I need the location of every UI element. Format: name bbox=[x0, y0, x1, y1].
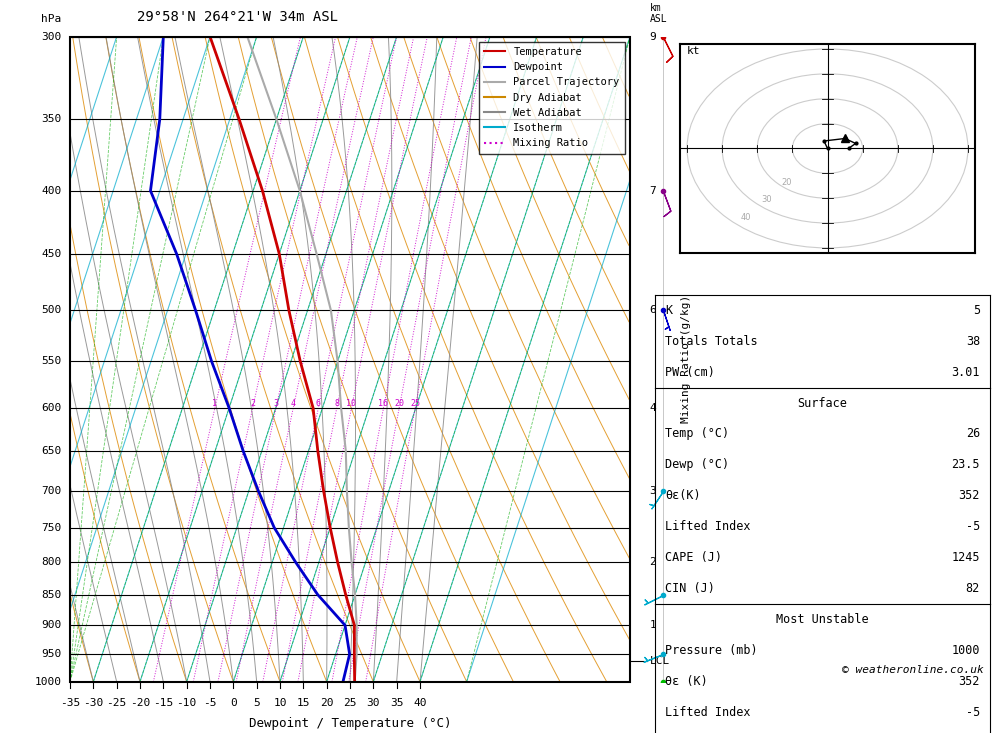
Text: 82: 82 bbox=[966, 582, 980, 595]
Text: Most Unstable: Most Unstable bbox=[776, 614, 869, 626]
Text: Totals Totals: Totals Totals bbox=[665, 334, 758, 347]
Text: 750: 750 bbox=[41, 523, 62, 533]
Text: 40: 40 bbox=[741, 213, 751, 221]
Text: 24.05.2024 12GMT (Base: 06): 24.05.2024 12GMT (Base: 06) bbox=[714, 53, 930, 66]
Text: 2: 2 bbox=[650, 557, 656, 567]
Text: 352: 352 bbox=[959, 675, 980, 688]
Text: 1: 1 bbox=[650, 620, 656, 630]
Text: 10: 10 bbox=[346, 399, 356, 408]
Text: 650: 650 bbox=[41, 446, 62, 456]
Text: 29°58'N 264°21'W 34m ASL: 29°58'N 264°21'W 34m ASL bbox=[137, 10, 338, 23]
Text: © weatheronline.co.uk: © weatheronline.co.uk bbox=[842, 666, 983, 675]
Text: 3: 3 bbox=[650, 485, 656, 496]
Text: 1245: 1245 bbox=[951, 551, 980, 564]
Text: 600: 600 bbox=[41, 403, 62, 413]
Text: 30: 30 bbox=[761, 196, 772, 205]
Text: 16: 16 bbox=[378, 399, 388, 408]
Text: 38: 38 bbox=[966, 334, 980, 347]
Text: LCL: LCL bbox=[650, 656, 670, 666]
Text: -5: -5 bbox=[966, 706, 980, 719]
Text: 300: 300 bbox=[41, 32, 62, 42]
Text: Dewpoint / Temperature (°C): Dewpoint / Temperature (°C) bbox=[249, 717, 451, 730]
Text: 950: 950 bbox=[41, 649, 62, 659]
Text: θε(K): θε(K) bbox=[665, 490, 701, 502]
Text: Dewp (°C): Dewp (°C) bbox=[665, 458, 729, 471]
Text: 3: 3 bbox=[274, 399, 279, 408]
Text: 850: 850 bbox=[41, 589, 62, 600]
Text: 400: 400 bbox=[41, 185, 62, 196]
Text: 800: 800 bbox=[41, 557, 62, 567]
Text: 6: 6 bbox=[650, 306, 656, 315]
Text: K: K bbox=[665, 303, 672, 317]
Text: -35: -35 bbox=[60, 698, 80, 708]
Text: 5: 5 bbox=[253, 698, 260, 708]
Text: -5: -5 bbox=[966, 520, 980, 534]
Text: 0: 0 bbox=[230, 698, 237, 708]
Text: 700: 700 bbox=[41, 485, 62, 496]
Text: 4: 4 bbox=[650, 403, 656, 413]
Text: 20: 20 bbox=[782, 178, 792, 187]
Text: -10: -10 bbox=[177, 698, 197, 708]
Text: 2: 2 bbox=[250, 399, 255, 408]
Text: 30: 30 bbox=[367, 698, 380, 708]
Text: 1: 1 bbox=[212, 399, 217, 408]
Text: 25: 25 bbox=[343, 698, 357, 708]
Legend: Temperature, Dewpoint, Parcel Trajectory, Dry Adiabat, Wet Adiabat, Isotherm, Mi: Temperature, Dewpoint, Parcel Trajectory… bbox=[479, 42, 625, 153]
Text: -15: -15 bbox=[153, 698, 173, 708]
Text: 23.5: 23.5 bbox=[951, 458, 980, 471]
Text: 450: 450 bbox=[41, 249, 62, 259]
Text: 6: 6 bbox=[316, 399, 321, 408]
Text: 9: 9 bbox=[650, 32, 656, 42]
Text: 20: 20 bbox=[394, 399, 404, 408]
Text: 5: 5 bbox=[973, 303, 980, 317]
Text: 40: 40 bbox=[413, 698, 427, 708]
Text: 26: 26 bbox=[966, 427, 980, 441]
Text: 500: 500 bbox=[41, 306, 62, 315]
Text: 15: 15 bbox=[297, 698, 310, 708]
Text: Surface: Surface bbox=[798, 397, 847, 410]
Text: 352: 352 bbox=[959, 490, 980, 502]
Text: Lifted Index: Lifted Index bbox=[665, 706, 751, 719]
Text: Temp (°C): Temp (°C) bbox=[665, 427, 729, 441]
Text: 8: 8 bbox=[334, 399, 339, 408]
Text: -25: -25 bbox=[107, 698, 127, 708]
Text: Lifted Index: Lifted Index bbox=[665, 520, 751, 534]
Text: kt: kt bbox=[687, 46, 701, 56]
Text: 350: 350 bbox=[41, 114, 62, 124]
Text: 20: 20 bbox=[320, 698, 333, 708]
Text: 1000: 1000 bbox=[35, 677, 62, 687]
Text: 4: 4 bbox=[291, 399, 296, 408]
Text: CIN (J): CIN (J) bbox=[665, 582, 715, 595]
Text: CAPE (J): CAPE (J) bbox=[665, 551, 722, 564]
Text: -20: -20 bbox=[130, 698, 150, 708]
Text: θε (K): θε (K) bbox=[665, 675, 708, 688]
Text: 550: 550 bbox=[41, 356, 62, 366]
Text: km
ASL: km ASL bbox=[650, 3, 667, 23]
Text: PW (cm): PW (cm) bbox=[665, 366, 715, 378]
Text: 7: 7 bbox=[650, 185, 656, 196]
Text: 1000: 1000 bbox=[951, 644, 980, 658]
Text: 35: 35 bbox=[390, 698, 403, 708]
Text: Pressure (mb): Pressure (mb) bbox=[665, 644, 758, 658]
Text: hPa: hPa bbox=[41, 14, 62, 23]
Text: Mixing Ratio (g/kg): Mixing Ratio (g/kg) bbox=[681, 295, 691, 423]
Text: 25: 25 bbox=[410, 399, 420, 408]
Text: -5: -5 bbox=[203, 698, 217, 708]
Text: 900: 900 bbox=[41, 620, 62, 630]
Text: -30: -30 bbox=[83, 698, 103, 708]
Text: 10: 10 bbox=[273, 698, 287, 708]
Text: 3.01: 3.01 bbox=[951, 366, 980, 378]
